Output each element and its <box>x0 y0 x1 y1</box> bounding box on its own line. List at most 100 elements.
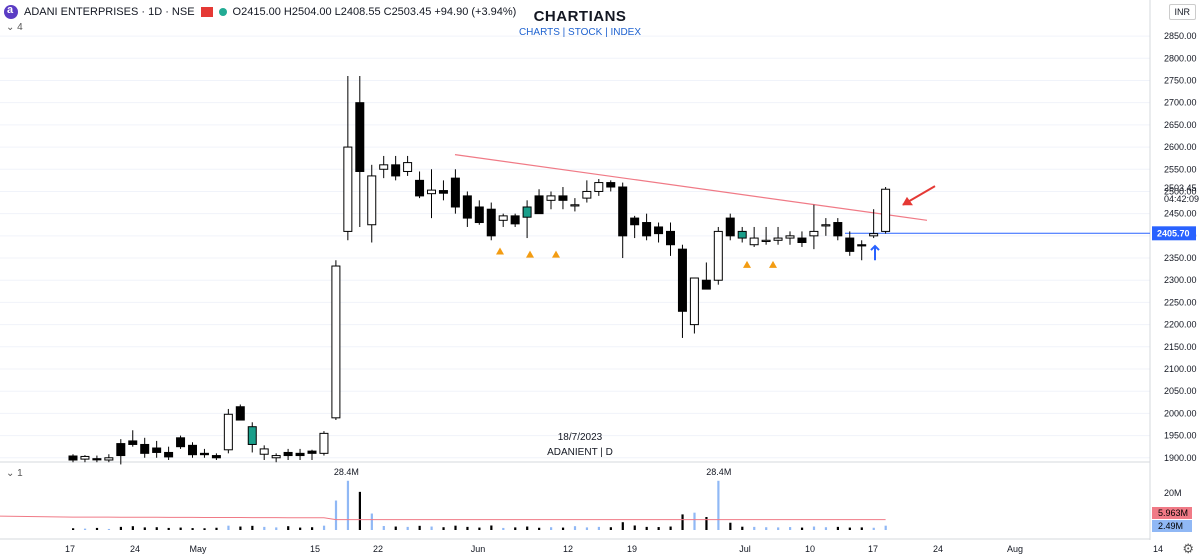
volume-bar <box>311 527 314 530</box>
arrow-head <box>902 196 913 206</box>
candle <box>128 430 138 447</box>
last-price-label: 2503.45 <box>1164 183 1197 193</box>
volume-bar <box>669 526 672 530</box>
candle-body <box>283 451 293 457</box>
candle <box>116 439 126 465</box>
candle-body <box>188 444 197 456</box>
candle <box>618 182 628 259</box>
eye-icon: ⌄ <box>6 22 18 33</box>
candle-body <box>785 235 795 239</box>
volume-bar <box>609 527 612 530</box>
candle <box>821 218 831 236</box>
time-tick-label: 22 <box>373 544 383 554</box>
candle-body <box>701 279 711 290</box>
candles-group <box>68 76 891 465</box>
candle-body <box>666 230 675 246</box>
candle-body <box>797 237 807 243</box>
volume-bar <box>705 517 708 530</box>
candle-body <box>522 206 532 218</box>
candle <box>689 277 699 334</box>
price-tick-label: 2100.00 <box>1164 364 1197 374</box>
candle <box>199 448 209 458</box>
volume-bar <box>502 527 505 530</box>
candle-body <box>379 164 389 170</box>
candle-body <box>307 450 317 454</box>
candle-body <box>749 237 759 246</box>
brand-links[interactable]: CHARTS | STOCK | INDEX <box>518 27 642 38</box>
time-tick-label: 24 <box>933 544 943 554</box>
volume-bar <box>729 522 732 530</box>
volume-bar <box>83 528 87 530</box>
volume-bar <box>872 527 875 530</box>
candle <box>235 404 245 421</box>
candle-body <box>331 265 341 419</box>
candle-body <box>713 230 723 281</box>
candle <box>486 202 496 241</box>
candle-body <box>116 443 126 457</box>
candle-body <box>211 455 221 459</box>
volume-axis-label: 20M <box>1164 488 1182 498</box>
volume-bar <box>215 527 218 530</box>
price-tick-label: 2850.00 <box>1164 31 1197 41</box>
volume-bar <box>251 525 254 530</box>
currency-button[interactable]: INR <box>1168 4 1196 20</box>
candle <box>188 442 197 458</box>
candle <box>630 215 640 239</box>
indicator-toggle[interactable]: ⌄ 4 <box>6 22 23 33</box>
candle-body <box>546 195 556 201</box>
candle <box>271 453 281 463</box>
time-tick-label: 10 <box>805 544 815 554</box>
triangle-marker <box>769 260 777 268</box>
volume-bar <box>621 522 624 530</box>
candle <box>223 408 233 454</box>
price-tick-label: 2700.00 <box>1164 98 1197 108</box>
candle <box>367 164 377 243</box>
time-tick-label: 17 <box>868 544 878 554</box>
symbol-title[interactable]: ADANI ENTERPRISES · 1D · NSE <box>24 6 195 18</box>
volume-bar <box>860 527 863 530</box>
candle <box>534 189 544 215</box>
candle-body <box>498 215 508 221</box>
volume-bar <box>382 526 385 530</box>
volume-toggle[interactable]: ⌄ 1 <box>6 468 23 479</box>
candle-body <box>152 447 162 453</box>
candle-body <box>176 437 186 448</box>
volume-bar <box>645 526 648 530</box>
price-axis[interactable]: 1900.00 1950.00 2000.00 2050.00 2100.00 2150.… <box>1149 0 1200 560</box>
volume-bar <box>72 528 75 530</box>
volume-peak-label: 28.4M <box>706 467 731 477</box>
volume-bar <box>800 527 804 530</box>
candle <box>570 198 580 212</box>
candle-body <box>438 190 448 194</box>
price-tick-label: 2450.00 <box>1164 209 1197 219</box>
candle <box>749 226 759 247</box>
gear-icon[interactable]: ⚙ <box>1182 541 1194 556</box>
time-tick-label: 14 <box>1153 544 1163 554</box>
candle-body <box>247 426 257 445</box>
price-tick-label: 2650.00 <box>1164 120 1197 130</box>
candle-body <box>80 455 90 460</box>
candle <box>845 231 855 256</box>
volume-bar <box>263 526 266 530</box>
candle-body <box>642 222 652 237</box>
volume-bar <box>131 526 134 530</box>
candle-body <box>821 224 831 227</box>
price-tick-label: 2350.00 <box>1164 253 1197 263</box>
time-tick-label: 24 <box>130 544 140 554</box>
volume-bar <box>418 525 421 530</box>
time-axis[interactable]: 17 24 May 15 22 Jun 12 19 Jul 10 17 24 Aug 14 <box>65 544 1163 554</box>
candle-body <box>725 217 735 237</box>
triangle-marker <box>552 250 560 258</box>
volume-bar <box>191 528 194 530</box>
hline-badge <box>1152 226 1196 241</box>
candle <box>164 446 174 460</box>
candle <box>92 455 102 463</box>
volume-bar <box>550 527 553 530</box>
volume-ma-label: 5.963M <box>1158 508 1188 518</box>
price-tick-label: 2150.00 <box>1164 342 1197 352</box>
candle-body <box>199 452 209 456</box>
time-tick-label: 17 <box>65 544 75 554</box>
volume-bar <box>179 527 182 530</box>
flag-icon[interactable] <box>200 7 213 17</box>
